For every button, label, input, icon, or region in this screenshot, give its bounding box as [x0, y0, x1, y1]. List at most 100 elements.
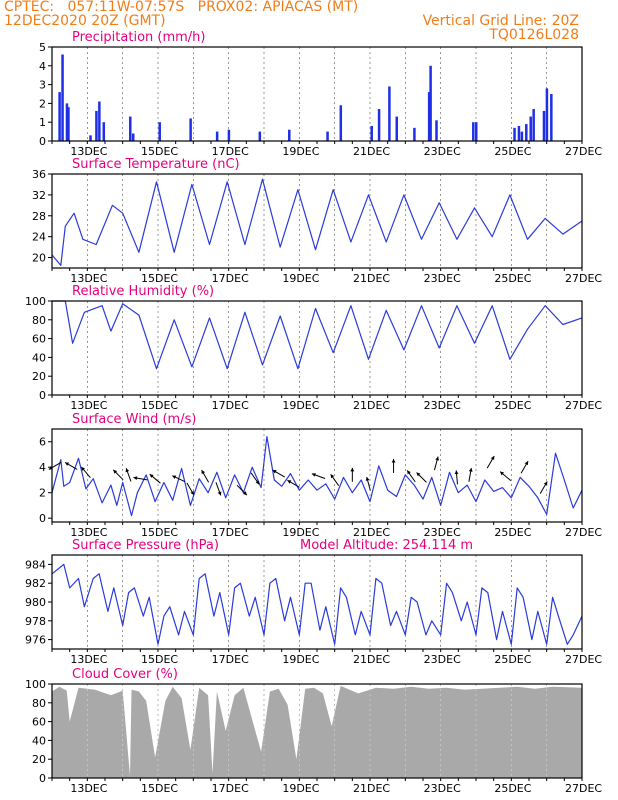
wind-arrow — [311, 473, 326, 480]
precip-bar — [370, 125, 373, 141]
precip-bar — [67, 107, 70, 141]
wind-arrow — [287, 479, 300, 488]
wind-arrow — [499, 471, 512, 482]
y-tick-label: 20 — [32, 753, 46, 766]
wind-arrow — [172, 475, 186, 483]
x-tick-label: 25DEC — [494, 399, 531, 412]
x-tick-label: 15DEC — [141, 653, 178, 666]
header-grid-note: Vertical Grid Line: 20Z — [422, 13, 579, 29]
precip-bar — [65, 103, 69, 141]
x-tick-label: 21DEC — [353, 782, 390, 795]
precip-bar — [472, 122, 475, 141]
precip-bar — [189, 118, 192, 141]
panel-title: Precipitation (mm/h) — [72, 30, 205, 45]
y-tick-label: 32 — [32, 189, 46, 202]
wind-arrow — [112, 469, 124, 481]
panel-frame — [51, 300, 583, 396]
y-tick-label: 978 — [25, 615, 46, 628]
precip-bar — [520, 131, 524, 141]
y-tick-label: 980 — [25, 596, 46, 609]
panel-0: Precipitation (mm/h) 0 1 2 3 4 5 13DEC 15DEC 17DE… — [39, 30, 602, 158]
panel-5: Cloud Cover (%) 0 20 40 60 80 100 13DEC 15DEC 17D… — [25, 667, 602, 795]
precip-bar — [258, 131, 262, 141]
wind-arrow — [416, 472, 427, 483]
x-tick-label: 21DEC — [353, 145, 390, 158]
wind-arrow — [468, 467, 473, 482]
x-tick-label: 23DEC — [424, 272, 461, 285]
y-tick-label: 4 — [39, 461, 46, 474]
precip-bar — [542, 110, 546, 141]
x-tick-label: 19DEC — [282, 145, 319, 158]
x-tick-label: 17DEC — [212, 526, 249, 539]
wind-arrow — [391, 458, 396, 473]
y-tick-label: 3 — [39, 79, 46, 92]
wind-arrow — [520, 460, 529, 474]
panel-title: Surface Wind (m/s) — [72, 412, 196, 427]
x-tick-label: 25DEC — [494, 272, 531, 285]
precip-bar — [525, 124, 528, 141]
y-tick-label: 20 — [32, 252, 46, 265]
precip-bar — [326, 131, 329, 141]
y-tick-label: 5 — [39, 41, 46, 54]
x-tick-label: 27DEC — [565, 653, 602, 666]
x-tick-label: 27DEC — [565, 782, 602, 795]
x-tick-label: 27DEC — [565, 145, 602, 158]
y-tick-label: 60 — [32, 716, 46, 729]
wind-arrow — [539, 481, 548, 494]
y-tick-label: 0 — [39, 512, 46, 525]
x-tick-label: 13DEC — [70, 653, 107, 666]
series-line — [51, 178, 583, 266]
wind-arrow — [64, 462, 78, 470]
precip-bar — [427, 92, 431, 141]
x-tick-label: 27DEC — [565, 399, 602, 412]
header-datetime: 12DEC2020 20Z (GMT) — [4, 13, 166, 29]
x-tick-label: 13DEC — [70, 272, 107, 285]
y-tick-label: 4 — [39, 60, 46, 73]
wind-arrow — [350, 467, 355, 482]
y-tick-label: 982 — [25, 577, 46, 590]
y-tick-label: 2 — [39, 97, 46, 110]
precip-bar — [215, 131, 219, 141]
precip-bar — [227, 129, 231, 141]
x-tick-label: 19DEC — [282, 782, 319, 795]
y-tick-label: 60 — [32, 333, 46, 346]
y-tick-label: 0 — [39, 135, 46, 148]
x-tick-label: 17DEC — [212, 399, 249, 412]
panel-title: Cloud Cover (%) — [72, 667, 178, 682]
x-tick-label: 23DEC — [424, 782, 461, 795]
precip-bar — [517, 125, 521, 141]
panel-title: Relative Humidity (%) — [72, 284, 214, 299]
x-tick-label: 27DEC — [565, 526, 602, 539]
y-tick-label: 28 — [32, 210, 46, 223]
wind-arrow — [486, 455, 495, 469]
header-station: CPTEC: 057:11W-07:57S PROX02: APIACAS (M… — [4, 0, 359, 15]
precip-bar — [288, 129, 291, 141]
x-tick-label: 13DEC — [70, 145, 107, 158]
x-tick-label: 19DEC — [282, 272, 319, 285]
x-tick-label: 15DEC — [141, 399, 178, 412]
x-tick-label: 17DEC — [212, 653, 249, 666]
x-tick-label: 15DEC — [141, 145, 178, 158]
y-tick-label: 984 — [25, 558, 46, 571]
x-tick-label: 15DEC — [141, 526, 178, 539]
series-line — [52, 300, 583, 370]
x-tick-label: 21DEC — [353, 272, 390, 285]
precip-bar — [550, 94, 553, 141]
wind-arrow — [125, 468, 132, 482]
precip-bar — [435, 120, 438, 141]
precip-bar — [545, 88, 549, 141]
y-tick-label: 20 — [32, 370, 46, 383]
precip-bar — [129, 116, 132, 141]
y-tick-label: 100 — [25, 678, 46, 691]
x-tick-label: 23DEC — [424, 145, 461, 158]
wind-arrow — [149, 473, 161, 484]
y-tick-label: 2 — [39, 487, 46, 500]
x-tick-label: 19DEC — [282, 653, 319, 666]
cloud-cover-area — [52, 685, 582, 778]
precip-bar — [339, 105, 343, 141]
x-tick-label: 25DEC — [494, 653, 531, 666]
panel-4: Surface Pressure (hPa) Model Altitude: 25… — [25, 538, 602, 666]
y-tick-label: 40 — [32, 734, 46, 747]
x-tick-label: 13DEC — [70, 782, 107, 795]
